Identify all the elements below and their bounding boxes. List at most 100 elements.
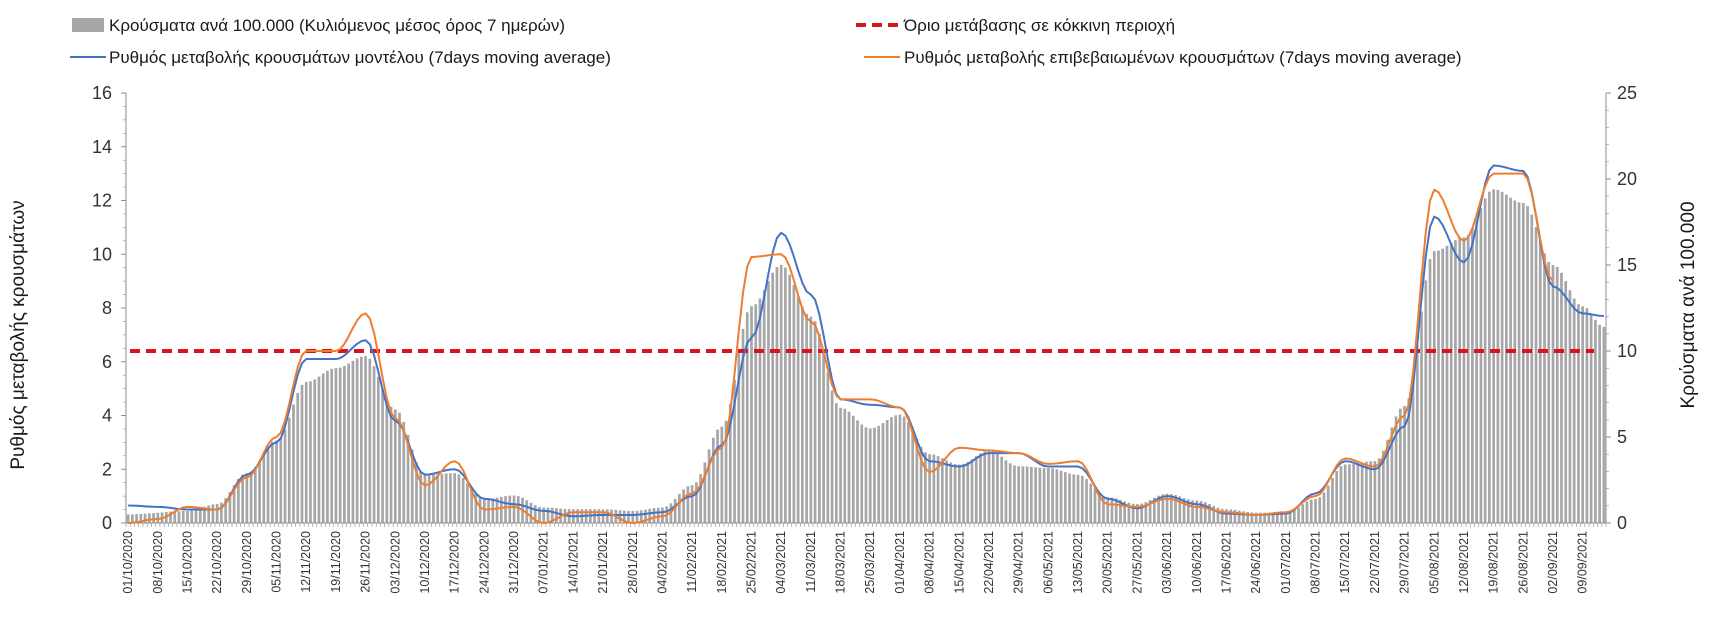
bar: [1191, 500, 1194, 523]
bar: [419, 471, 423, 523]
bar: [750, 306, 753, 523]
bar: [1352, 463, 1356, 523]
bar: [1479, 208, 1483, 524]
bar: [1059, 470, 1063, 523]
bar: [1212, 505, 1216, 523]
bar: [1068, 473, 1071, 523]
bar: [627, 510, 630, 523]
bar: [682, 489, 685, 523]
bar: [885, 419, 889, 523]
bar: [368, 358, 372, 523]
bar: [389, 406, 393, 523]
x-tick-label: 14/01/2021: [566, 531, 580, 594]
bar: [1131, 503, 1135, 523]
bar: [1292, 510, 1296, 523]
bar: [673, 498, 677, 523]
bar: [1318, 497, 1322, 523]
bar: [266, 446, 270, 523]
y-left-ticks: 0 2 4 6 8 10 12 14 16: [92, 83, 126, 533]
x-tick-label: 03/12/2020: [388, 531, 402, 594]
x-tick-label: 04/02/2021: [655, 531, 669, 594]
bar: [639, 510, 643, 523]
bar: [1445, 245, 1449, 523]
bar: [1517, 202, 1521, 523]
bar: [711, 437, 715, 523]
bar: [1560, 272, 1563, 523]
bar: [851, 415, 855, 523]
bar: [1360, 462, 1364, 523]
bar: [1250, 512, 1254, 523]
y-left-tick-label: 8: [102, 298, 112, 318]
bar: [258, 460, 261, 523]
bar: [843, 408, 847, 523]
x-tick-label: 13/05/2021: [1071, 531, 1085, 594]
bar: [1106, 497, 1110, 523]
bar: [126, 514, 130, 523]
bar: [1521, 203, 1525, 523]
bar: [1335, 471, 1339, 523]
bar: [432, 474, 435, 523]
bar: [461, 477, 465, 523]
bar: [966, 461, 970, 523]
x-tick-label: 08/10/2020: [151, 531, 165, 594]
x-tick-label: 29/10/2020: [240, 531, 254, 594]
bar: [818, 333, 821, 523]
bar: [601, 509, 605, 523]
x-tick-label: 09/09/2021: [1576, 531, 1590, 594]
bar: [1441, 248, 1445, 523]
bar: [508, 495, 512, 523]
bar: [1411, 376, 1415, 523]
bar: [695, 482, 698, 523]
bar: [1093, 488, 1097, 523]
bar: [1195, 500, 1199, 523]
line-series: [128, 164, 1604, 524]
bar: [932, 454, 936, 523]
x-tick-label: 07/01/2021: [537, 531, 551, 594]
bar: [868, 428, 872, 523]
bar: [1165, 493, 1169, 523]
bar: [1110, 497, 1114, 523]
bar: [499, 496, 503, 523]
bar: [135, 514, 138, 523]
bar: [1004, 460, 1008, 523]
bar: [440, 473, 444, 523]
bar: [470, 488, 473, 523]
x-tick-label: 20/05/2021: [1101, 531, 1115, 594]
bar: [813, 321, 817, 523]
x-tick-label: 10/06/2021: [1190, 531, 1204, 594]
bar: [690, 485, 694, 523]
bar: [788, 274, 792, 523]
bar: [652, 508, 656, 523]
bar: [1483, 198, 1487, 523]
bar: [1475, 218, 1479, 523]
bar: [1314, 498, 1317, 523]
bar: [741, 328, 745, 523]
bar: [1564, 281, 1568, 523]
x-tick-label: 17/12/2020: [448, 531, 462, 594]
bar: [1263, 512, 1266, 523]
bar: [1034, 467, 1037, 523]
x-tick-label: 26/08/2021: [1516, 531, 1530, 594]
bar: [555, 508, 558, 523]
bar: [864, 427, 868, 523]
bar: [758, 298, 762, 523]
bar: [1373, 461, 1377, 523]
bar: [745, 312, 749, 523]
x-tick-label: 18/02/2021: [715, 531, 729, 594]
y-right-ticks: 0 5 10 15 20 25: [1606, 83, 1637, 533]
bar: [198, 508, 202, 523]
bar: [398, 412, 401, 523]
bar: [1280, 512, 1283, 523]
x-tick-label: 05/08/2021: [1427, 531, 1441, 594]
bar: [1530, 214, 1534, 524]
bar: [186, 510, 189, 523]
bar: [716, 429, 719, 523]
bar: [1017, 466, 1021, 523]
x-tick-label: 19/11/2020: [329, 531, 343, 593]
bar: [1534, 227, 1538, 523]
bar: [1275, 512, 1279, 523]
bar: [678, 493, 681, 523]
bar: [1242, 511, 1245, 523]
bar: [372, 366, 376, 523]
bar: [321, 373, 325, 523]
